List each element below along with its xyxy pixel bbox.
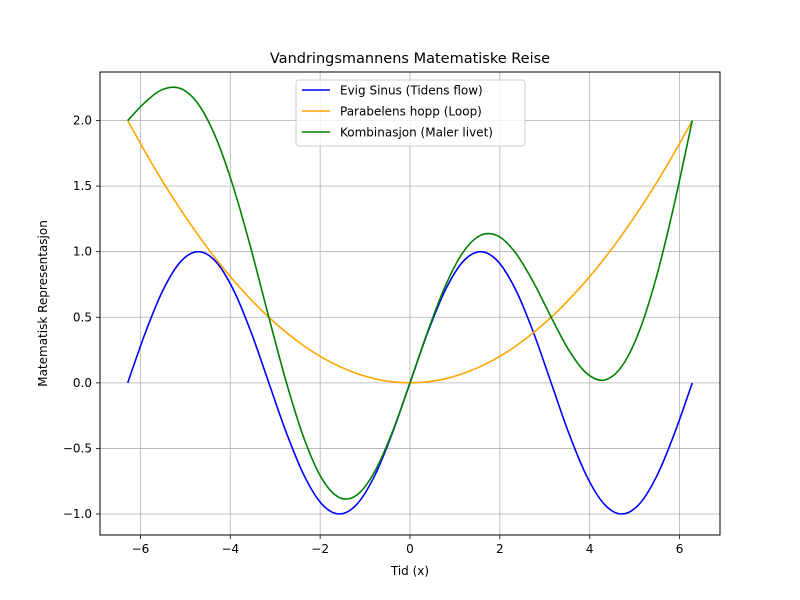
y-tick-label: −0.5 <box>63 441 92 455</box>
y-tick-label: −1.0 <box>63 507 92 521</box>
x-tick-label: −6 <box>132 542 150 556</box>
series-lines <box>126 86 694 515</box>
legend-box <box>295 79 526 147</box>
axis-ticks: −6 −4 −2 0 2 4 6 −1.0 −0.5 0.0 0.5 1.0 1.5 2.0 <box>63 114 684 556</box>
y-tick-label: 0.5 <box>73 310 92 324</box>
legend-label-1: Evig Sinus (Tidens flow) <box>340 84 483 98</box>
x-tick-label: −2 <box>311 542 329 556</box>
series-line-3 <box>127 86 694 500</box>
legend-label-3: Kombinasjon (Maler livet) <box>340 126 493 140</box>
x-axis-label: Tid (x) <box>390 564 429 578</box>
y-axis-label: Matematisk Representasjon <box>36 220 50 387</box>
y-tick-label: 1.0 <box>73 245 92 259</box>
x-tick-label: −4 <box>221 542 239 556</box>
y-tick-label: 0.0 <box>73 376 92 390</box>
legend-label-2: Parabelens hopp (Loop) <box>340 105 482 119</box>
chart-title: Vandringsmannens Matematiske Reise <box>270 51 550 67</box>
y-tick-label: 1.5 <box>73 179 92 193</box>
x-tick-label: 4 <box>586 542 594 556</box>
x-tick-label: 0 <box>406 542 414 556</box>
legend: Evig Sinus (Tidens flow) Parabelens hopp … <box>295 79 526 147</box>
y-tick-label: 2.0 <box>73 114 92 128</box>
x-tick-label: 6 <box>676 542 684 556</box>
x-tick-label: 2 <box>496 542 504 556</box>
